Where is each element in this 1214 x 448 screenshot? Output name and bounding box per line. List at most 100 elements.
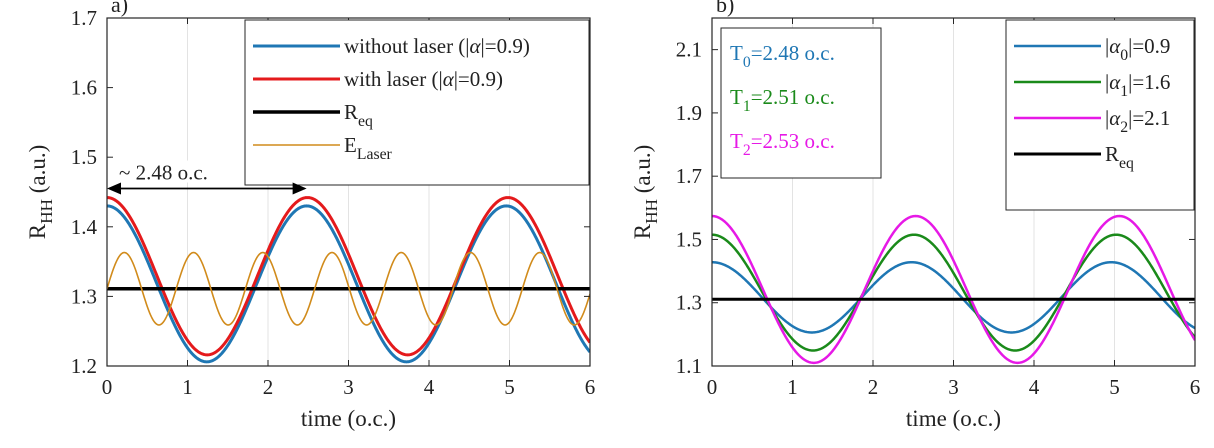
period-box-frame [720, 27, 882, 179]
x-axis-label: time (o.c.) [906, 406, 1001, 431]
x-tick-label: 5 [504, 375, 515, 399]
label-greek: α [443, 67, 455, 91]
series-line-1 [107, 196, 590, 357]
annotation-arrowhead-left [107, 182, 121, 195]
y-tick-label: 1.7 [71, 6, 97, 30]
label-subscript: eq [1119, 155, 1134, 172]
y-tick-label: 1.2 [71, 354, 97, 378]
x-tick-label: 3 [343, 375, 354, 399]
series-line-3 [107, 251, 590, 326]
label-greek: α [1109, 34, 1121, 58]
legend-entry-2: Req [344, 100, 373, 130]
x-tick-label: 6 [1190, 375, 1201, 399]
series-line-1 [712, 233, 1195, 352]
period-entry-0: T0=2.48 o.c. [730, 41, 835, 71]
label-greek: α [1109, 106, 1121, 130]
label-main: T [730, 85, 743, 109]
x-tick-label: 2 [868, 375, 879, 399]
y-tick-label: 1.3 [71, 284, 97, 308]
legend-entry-1: |α1|=1.6 [1105, 70, 1170, 100]
chart-panel-b: 0 1 2 3 4 5 6 1.1 1.3 1.5 1.7 1.9 2.1 time (o.c.) RHH … [630, 0, 1200, 431]
label-rest: |=0.9) [481, 34, 530, 58]
label-rest: (a.u.) [25, 145, 50, 199]
x-tick-label: 1 [787, 375, 798, 399]
series-group [712, 214, 1195, 365]
label-main: T [730, 41, 743, 65]
label-subscript: eq [358, 113, 373, 130]
legend-entry-1: with laser (|α|=0.9) [344, 67, 503, 91]
label-subscript: 1 [1120, 83, 1128, 100]
label-rest: =2.51 o.c. [751, 85, 835, 109]
legend-entry-0: |α0|=0.9 [1105, 34, 1170, 64]
label-rest: |=2.1 [1128, 106, 1170, 130]
x-tick-label: 0 [707, 375, 718, 399]
period-entry-1: T1=2.51 o.c. [730, 85, 835, 115]
label-subscript: 2 [743, 142, 751, 159]
label-rest: |=1.6 [1128, 70, 1170, 94]
label-main: with laser (| [344, 67, 443, 91]
label-subscript: 0 [1120, 47, 1128, 64]
label-subscript: 0 [743, 54, 751, 71]
x-tick-label: 0 [102, 375, 113, 399]
series-line-0 [107, 204, 590, 364]
x-tick-label: 2 [263, 375, 274, 399]
label-rest: (a.u.) [630, 145, 655, 199]
label-main: | [1105, 106, 1109, 130]
label-rest: =2.53 o.c. [751, 129, 835, 153]
y-tick-label: 1.5 [676, 227, 702, 251]
label-main: E [344, 133, 357, 157]
label-rest: |=0.9 [1128, 34, 1170, 58]
label-subscript: HH [37, 199, 56, 224]
period-entry-2: T2=2.53 o.c. [730, 129, 835, 159]
x-tick-label: 1 [182, 375, 193, 399]
legend: without laser (|α|=0.9)with laser (|α|=0… [244, 19, 590, 186]
label-greek: α [1109, 70, 1121, 94]
label-main: R [630, 223, 655, 239]
y-tick-label: 2.1 [676, 38, 702, 62]
label-rest: =2.48 o.c. [751, 41, 835, 65]
label-greek: α [470, 34, 482, 58]
panel-label: a) [111, 0, 128, 17]
annotation-period: ~ 2.48 o.c. [107, 160, 307, 195]
label-main: | [1105, 70, 1109, 94]
label-rest: |=0.9) [454, 67, 503, 91]
label-main: without laser (| [344, 34, 470, 58]
y-tick-label: 1.5 [71, 145, 97, 169]
x-tick-label: 5 [1109, 375, 1120, 399]
legend-entry-3: Req [1105, 142, 1134, 172]
series-group [107, 196, 590, 364]
legend-box [1005, 19, 1195, 211]
label-main: R [344, 100, 358, 124]
label-main: | [1105, 34, 1109, 58]
annotation-label: ~ 2.48 o.c. [119, 161, 208, 185]
x-tick-label: 6 [585, 375, 596, 399]
chart-panel-a: 0 1 2 3 4 5 6 1.2 1.3 1.4 1.5 1.6 1.7 time (o.c.) RHH … [25, 0, 595, 431]
label-main: R [25, 223, 50, 239]
annotation-arrowhead-right [292, 182, 307, 195]
y-axis-label: RHH (a.u.) [25, 145, 56, 240]
label-main: R [1105, 142, 1119, 166]
x-tick-label: 4 [1029, 375, 1040, 399]
y-tick-label: 1.6 [71, 76, 97, 100]
panel-label: b) [716, 0, 734, 17]
y-tick-label: 1.9 [676, 101, 702, 125]
legend-entry-0: without laser (|α|=0.9) [344, 34, 530, 58]
legend-entry-2: |α2|=2.1 [1105, 106, 1170, 136]
legend-entry-3: ELaser [344, 133, 393, 163]
label-subscript: HH [642, 199, 661, 224]
annotation-bg [117, 160, 235, 183]
series-line-2 [712, 214, 1195, 365]
label-subscript: Laser [357, 146, 393, 163]
x-tick-label: 4 [424, 375, 435, 399]
label-main: T [730, 129, 743, 153]
x-axis-label: time (o.c.) [301, 406, 396, 431]
y-axis-label: RHH (a.u.) [630, 145, 661, 240]
y-tick-label: 1.7 [676, 164, 702, 188]
x-tick-label: 3 [948, 375, 959, 399]
y-tick-label: 1.1 [676, 354, 702, 378]
label-subscript: 2 [1120, 119, 1128, 136]
series-line-0 [712, 260, 1195, 334]
label-subscript: 1 [743, 98, 751, 115]
